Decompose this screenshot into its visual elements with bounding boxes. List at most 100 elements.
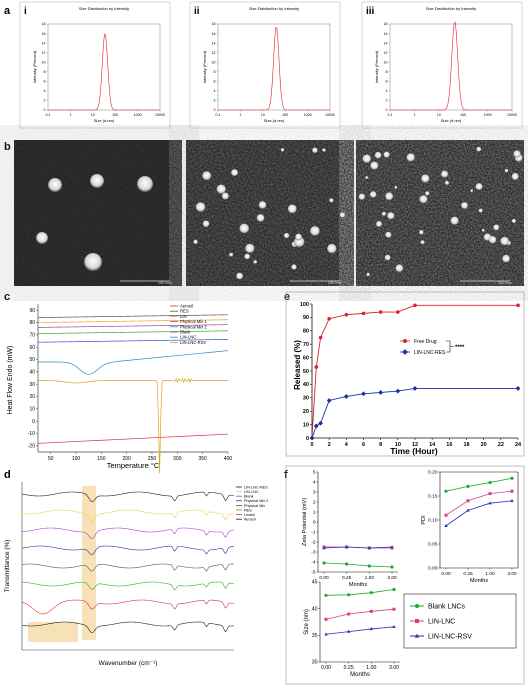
dsc-y-tick: 40 — [29, 370, 35, 376]
pdi-point — [488, 501, 492, 505]
dls-x-tick: 100 — [460, 113, 466, 117]
dsc-x-label: Temperature °C — [107, 461, 160, 470]
release-point-lin-lnc-res — [395, 388, 401, 394]
pdi-x-label: Months — [470, 578, 489, 584]
tem-particle — [329, 198, 334, 203]
release-y-tick: 70 — [303, 342, 309, 348]
dls-y-tick: 4 — [386, 89, 388, 93]
release-point-free-drug — [413, 303, 417, 308]
release-x-tick: 16 — [446, 442, 452, 448]
release-y-tick: 10 — [303, 422, 309, 428]
dsc-y-tick: -20 — [28, 444, 35, 450]
legend-lin-lnc-res: LIN-LNC-RES — [414, 350, 446, 356]
pdi-x-tick: 3.00 — [507, 571, 517, 577]
release-point-lin-lnc-res — [318, 420, 323, 426]
tem-particle — [395, 264, 404, 273]
tem-particle — [493, 224, 500, 231]
size-x-tick: 0.25 — [344, 665, 354, 671]
size-y-tick: 35 — [312, 633, 318, 639]
zeta-x-tick: 0.00 — [319, 575, 329, 581]
pdi-x-tick: 1.00 — [485, 571, 495, 577]
dsc-x-tick: 250 — [148, 456, 157, 462]
tem-scale-ii: 100.0nm — [328, 281, 342, 285]
tem-particle — [387, 212, 395, 220]
tem-particle — [202, 220, 210, 228]
tem-particle — [421, 174, 430, 183]
zeta-y-tick: -3 — [311, 550, 316, 556]
tem-particle — [478, 208, 483, 213]
dls-y-label: Intensity (Percent) — [202, 50, 207, 83]
dls-x-tick: 10000 — [155, 113, 165, 117]
ftir-y-label: Transmittance (%) — [4, 540, 11, 593]
release-point-lin-lnc-res — [343, 394, 349, 399]
zeta-series-line — [323, 546, 393, 549]
dsc-legend-entry: Aerosil — [180, 304, 193, 309]
dls-y-tick: 8 — [386, 70, 388, 74]
dls-y-tick: 18 — [42, 22, 46, 26]
size-x-tick: 0.00 — [321, 665, 331, 671]
tem-particle — [253, 260, 258, 264]
legend-marker-lin-lnc-res — [402, 349, 408, 355]
tem-particle — [420, 240, 425, 245]
release-y-tick: 20 — [303, 409, 309, 415]
stability-legend-marker — [415, 604, 419, 608]
dsc-curve — [37, 314, 229, 318]
pdi-point — [510, 476, 514, 480]
stability-legend-marker — [414, 633, 420, 638]
tem-particle — [202, 171, 212, 181]
dls-y-tick: 10 — [384, 60, 388, 64]
dls-y-tick: 2 — [44, 99, 46, 103]
tem-particle — [504, 168, 509, 173]
release-point-lin-lnc-res — [412, 386, 418, 391]
ftir-legend-entry: Physical Mix — [244, 504, 265, 508]
tem-particle — [245, 243, 255, 254]
ftir-highlight-region — [28, 622, 78, 642]
pdi-point — [444, 523, 448, 527]
dls-y-tick: 12 — [212, 51, 216, 55]
zeta-y-tick: 0 — [313, 520, 316, 526]
tem-particle — [481, 228, 485, 232]
release-y-tick: 100 — [300, 302, 309, 308]
dls-y-tick: 12 — [384, 51, 388, 55]
size-point — [346, 629, 351, 633]
tem-particle — [322, 148, 326, 152]
release-y-tick: 60 — [303, 355, 309, 361]
pdi-x-tick: 0.00 — [441, 571, 451, 577]
dsc-curve — [37, 319, 229, 323]
dsc-y-tick: 30 — [29, 382, 35, 388]
dsc-legend-entry: Physical Mix 2 — [180, 324, 207, 329]
size-x-label: Months — [350, 672, 370, 678]
tem-particle — [425, 191, 430, 196]
tem-particle — [280, 148, 285, 152]
tem-particle — [511, 172, 519, 181]
pdi-series-line — [445, 477, 513, 492]
dls-sub-label: i — [24, 6, 27, 17]
tem-particle — [358, 193, 366, 200]
release-panel-frame — [285, 291, 525, 457]
size-series-line — [325, 589, 395, 596]
ftir-spectrum — [21, 563, 235, 572]
dls-y-tick: 0 — [386, 108, 388, 112]
dls-y-tick: 14 — [42, 41, 46, 45]
tem-particle — [231, 169, 239, 177]
stability-legend-marker — [415, 619, 419, 623]
release-x-tick: 8 — [379, 442, 382, 448]
dls-x-tick: 1000 — [484, 113, 492, 117]
zeta-y-label: Zeta Potential (mV) — [302, 498, 308, 546]
zeta-y-tick: -1 — [311, 530, 316, 536]
tem-particle — [394, 186, 398, 189]
pdi-y-tick: 0.00 — [428, 566, 438, 572]
tem-particle — [244, 253, 251, 260]
dls-y-tick: 8 — [214, 70, 216, 74]
pdi-y-tick: 0.10 — [428, 518, 438, 524]
tem-particle — [366, 272, 370, 277]
release-point-lin-lnc-res — [378, 390, 384, 395]
tem-particle — [48, 178, 62, 192]
release-point-free-drug — [378, 310, 383, 314]
tem-particle — [221, 192, 229, 200]
ftir-x-label: Wavenumber (cm⁻¹) — [99, 660, 158, 667]
release-x-tick: 6 — [362, 442, 365, 448]
release-point-free-drug — [516, 303, 520, 308]
dls-x-label: Size (d.nm) — [264, 118, 285, 123]
zeta-y-tick: 2 — [313, 500, 316, 506]
